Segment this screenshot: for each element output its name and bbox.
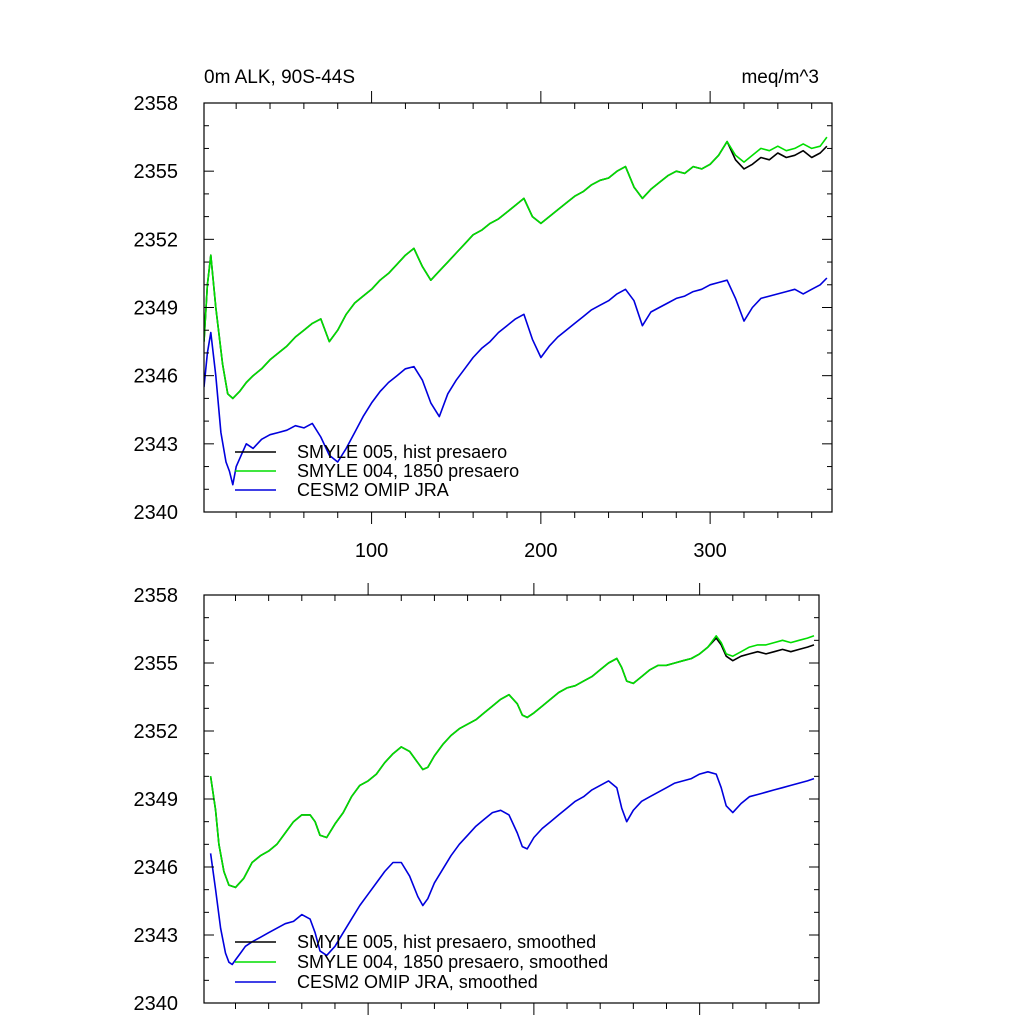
y-tick-label: 2343 — [134, 434, 179, 456]
y-tick-label: 2358 — [134, 93, 179, 115]
x-tick-label: 100 — [355, 540, 388, 562]
legend-label: SMYLE 004, 1850 presaero — [297, 461, 519, 481]
series-line-2 — [204, 277, 828, 486]
chart-title: 0m ALK, 90S-44S — [204, 67, 355, 88]
y-tick-label: 2340 — [134, 502, 179, 524]
y-tick-label: 2349 — [134, 789, 179, 811]
x-tick-label: 300 — [693, 540, 726, 562]
y-tick-label: 2343 — [134, 925, 179, 947]
legend-label: CESM2 OMIP JRA — [297, 480, 449, 500]
series-line-1 — [204, 136, 828, 400]
y-tick-label: 2346 — [134, 857, 179, 879]
legend: SMYLE 005, hist presaero, smoothedSMYLE … — [235, 932, 608, 992]
y-tick-label: 2355 — [134, 161, 179, 183]
legend-label: SMYLE 004, 1850 presaero, smoothed — [297, 952, 608, 972]
y-tick-label: 2355 — [134, 653, 179, 675]
units-label: meq/m^3 — [741, 67, 819, 88]
y-tick-label: 2346 — [134, 366, 179, 388]
bottom-panel: 2340 2343 2346 2349 2352 2355 2358 SMYLE 005, h… — [134, 583, 820, 1015]
series-line-0 — [209, 637, 815, 889]
y-tick-label: 2352 — [134, 721, 179, 743]
y-tick-label: 2340 — [134, 993, 179, 1015]
series-line-0 — [204, 140, 828, 400]
x-tick-label: 200 — [524, 540, 557, 562]
series-line-1 — [209, 635, 815, 889]
series-group — [204, 136, 828, 486]
y-tick-label: 2352 — [134, 229, 179, 251]
series-group — [209, 635, 815, 966]
top-panel: 2340 2343 2346 2349 2352 2355 2358 100 200 300 SMY… — [134, 91, 833, 562]
legend-label: CESM2 OMIP JRA, smoothed — [297, 972, 538, 992]
series-line-2 — [209, 771, 815, 966]
legend-label: SMYLE 005, hist presaero — [297, 442, 507, 462]
y-tick-label: 2349 — [134, 298, 179, 320]
legend-label: SMYLE 005, hist presaero, smoothed — [297, 932, 596, 952]
y-tick-label: 2358 — [134, 585, 179, 607]
